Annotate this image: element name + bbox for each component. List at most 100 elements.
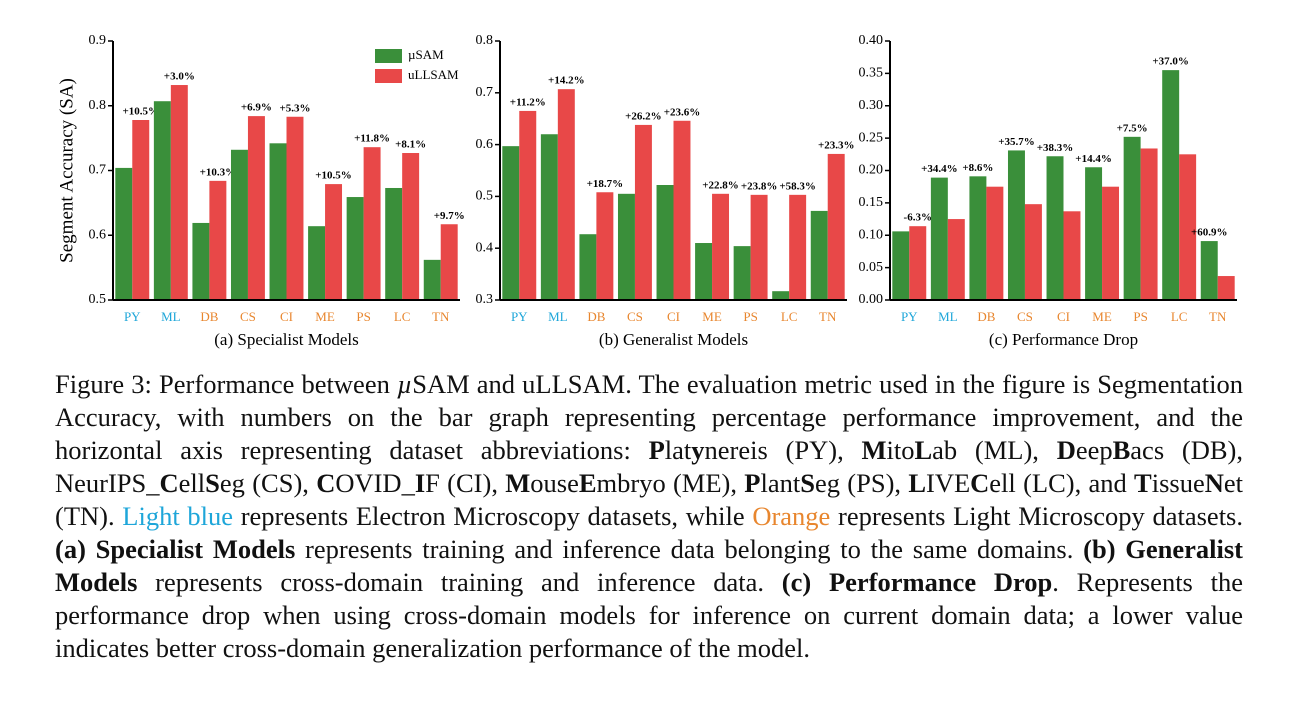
x-tick-label: TN	[432, 309, 450, 324]
x-tick-label: CS	[240, 309, 256, 324]
x-tick-label: ML	[938, 309, 958, 324]
bar	[1179, 154, 1197, 300]
caption-text: L	[914, 435, 933, 465]
caption-text: F (CI),	[425, 468, 506, 498]
annotation: +38.3%	[1037, 142, 1074, 154]
bar	[750, 194, 768, 300]
x-tick-label: CI	[280, 309, 293, 324]
annotation: +8.6%	[962, 162, 993, 174]
bar	[1162, 70, 1180, 300]
bar	[810, 210, 828, 300]
x-tick-label: PY	[511, 309, 528, 324]
bar	[930, 177, 948, 300]
caption-text: Orange	[752, 501, 831, 531]
y-tick-label: 0.7	[89, 163, 107, 178]
x-tick-label: ML	[161, 309, 181, 324]
caption-text: SAM and uLLSAM. The evaluation metric us…	[55, 369, 1243, 465]
bar	[1140, 148, 1158, 300]
caption-text: C	[159, 468, 179, 498]
x-axis-label: (a) Specialist Models	[214, 330, 358, 349]
annotation: +10.5%	[315, 170, 352, 182]
caption-text: ell	[178, 468, 206, 498]
x-tick-label: CS	[1017, 309, 1033, 324]
figure: 0.5 0.6 0.7 0.8 0.9 PY +10.5% ML +3.0% DB +10.3% CS…	[56, 33, 1237, 349]
bar	[153, 101, 171, 300]
annotation: +60.9%	[1191, 227, 1228, 239]
y-tick-label: 0.5	[476, 189, 494, 204]
bar	[1024, 204, 1042, 300]
caption-text: et (TN).	[55, 468, 1243, 531]
x-tick-label: LC	[781, 309, 798, 324]
caption-text: N	[1204, 468, 1224, 498]
bar	[132, 119, 150, 301]
x-tick-label: PY	[124, 309, 141, 324]
x-tick-label: TN	[1209, 309, 1227, 324]
y-tick-label: 0.40	[859, 33, 884, 48]
y-tick-label: 0.25	[859, 130, 884, 145]
bar	[712, 193, 730, 300]
y-tick-label: 0.8	[89, 98, 107, 113]
bar	[269, 143, 287, 300]
bar	[617, 193, 635, 300]
y-tick-label: 0.6	[476, 137, 494, 152]
bar	[423, 259, 441, 300]
caption-text: (a) Specialist Models	[55, 534, 296, 564]
caption-text: C	[970, 468, 990, 498]
bar	[540, 134, 558, 300]
caption-text: lant	[760, 468, 801, 498]
caption-text: Figure 3: Performance between	[55, 369, 397, 399]
caption-text: C	[316, 468, 336, 498]
legend-label: µSAM	[408, 47, 444, 62]
x-tick-label: ML	[548, 309, 568, 324]
x-tick-label: CI	[667, 309, 680, 324]
bar	[634, 124, 652, 300]
caption-text: µ	[396, 369, 413, 399]
bar	[170, 85, 188, 300]
legend-swatch	[375, 49, 402, 63]
bar	[1046, 156, 1064, 300]
x-tick-label: ME	[1092, 309, 1112, 324]
annotation: +34.4%	[921, 163, 958, 175]
caption-text: P	[744, 468, 761, 498]
y-tick-label: 0.05	[859, 260, 884, 275]
legend-label: uLLSAM	[408, 67, 459, 82]
annotation: +11.8%	[354, 133, 390, 145]
bar	[385, 187, 403, 300]
bar	[519, 110, 537, 301]
bar	[1217, 276, 1235, 300]
bar	[772, 291, 790, 300]
annotation: +26.2%	[625, 110, 662, 122]
caption-text: M	[861, 435, 887, 465]
bar	[1102, 186, 1120, 300]
annotation: +23.8%	[741, 180, 778, 192]
annotation: +14.4%	[1075, 153, 1112, 165]
y-tick-label: 0.15	[859, 195, 884, 210]
caption-text: S	[205, 468, 220, 498]
y-tick-label: 0.5	[89, 292, 107, 307]
bar	[892, 231, 910, 300]
x-tick-label: CS	[627, 309, 643, 324]
annotation: +14.2%	[548, 75, 585, 87]
bar	[325, 184, 343, 300]
annotation: +8.1%	[395, 139, 426, 151]
x-tick-label: PY	[901, 309, 918, 324]
annotation: +5.3%	[279, 102, 310, 114]
caption-text: OVID_	[335, 468, 415, 498]
caption-text: represents cross-domain training and inf…	[137, 567, 782, 597]
caption-text: eg (CS),	[219, 468, 317, 498]
bar	[346, 197, 364, 300]
y-tick-label: 0.3	[476, 292, 494, 307]
x-tick-label: LC	[394, 309, 411, 324]
caption-text: . Represents the performance drop when u…	[55, 567, 1243, 663]
x-tick-label: DB	[200, 309, 218, 324]
annotation: +37.0%	[1152, 56, 1189, 68]
bar	[733, 246, 751, 300]
bar	[402, 153, 420, 300]
caption: Figure 3: Performance between µSAM and u…	[55, 368, 1243, 665]
x-tick-label: PS	[743, 309, 757, 324]
bar	[656, 185, 674, 300]
annotation: +23.6%	[664, 106, 701, 118]
caption-text: acs (DB), NeurIPS_	[55, 435, 1243, 498]
caption-text: represents training and inference data b…	[295, 534, 1084, 564]
